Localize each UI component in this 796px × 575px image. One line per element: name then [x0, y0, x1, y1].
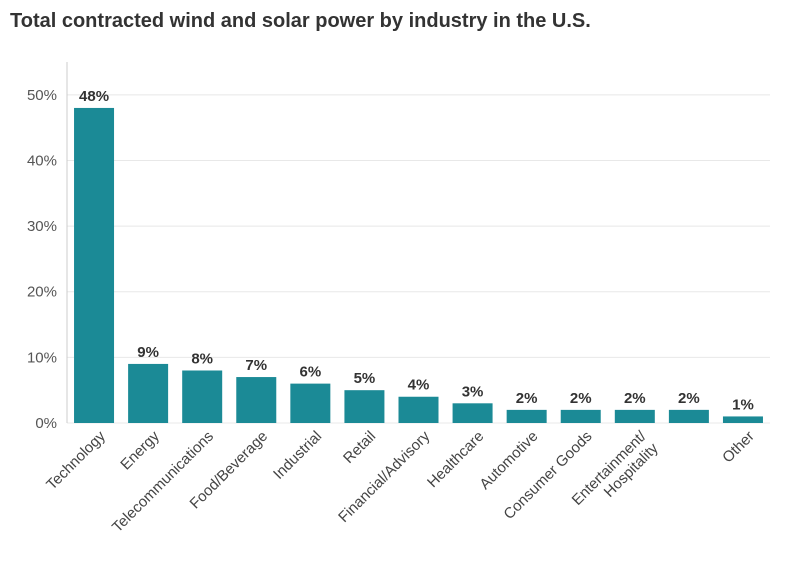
- bars: [74, 107, 763, 423]
- value-label: 5%: [354, 370, 376, 387]
- x-tick-label: Energy: [117, 427, 163, 473]
- bar: [506, 409, 547, 423]
- value-label: 2%: [624, 390, 646, 407]
- y-tick-label: 30%: [27, 218, 57, 235]
- value-label: 1%: [732, 396, 754, 413]
- value-label: 6%: [300, 364, 322, 381]
- y-tick-label: 20%: [27, 284, 57, 301]
- chart-title: Total contracted wind and solar power by…: [10, 10, 591, 32]
- bar: [614, 409, 655, 423]
- bar: [668, 409, 709, 423]
- bar: [236, 377, 277, 423]
- x-tick-label: Other: [719, 428, 758, 467]
- value-label: 3%: [462, 383, 484, 400]
- value-label: 7%: [245, 357, 267, 374]
- value-label: 8%: [191, 350, 213, 367]
- bar: [344, 390, 385, 423]
- value-label: 4%: [408, 377, 430, 394]
- y-tick-label: 40%: [27, 152, 57, 169]
- value-label: 2%: [678, 390, 700, 407]
- value-labels: 48% 9% 8% 7% 6% 5% 4% 3% 2% 2% 2% 2% 1%: [79, 88, 754, 413]
- bar: [398, 396, 439, 423]
- x-tick-label: Industrial: [270, 428, 325, 483]
- x-tick-label: Financial/Advisory: [335, 427, 433, 525]
- y-tick-label: 50%: [27, 87, 57, 104]
- y-tick-label: 10%: [27, 349, 57, 366]
- bar: [560, 409, 601, 423]
- y-axis: 0% 10% 20% 30% 40% 50%: [27, 62, 68, 432]
- bar: [128, 363, 169, 423]
- value-label: 9%: [137, 344, 159, 361]
- bar: [74, 107, 115, 423]
- gridlines: [67, 94, 770, 424]
- bar: [182, 370, 223, 423]
- bar: [722, 416, 763, 423]
- x-axis: Technology EnergyTelecommunicationsFood/B…: [43, 427, 758, 536]
- y-tick-label: 0%: [35, 415, 57, 432]
- value-label: 48%: [79, 88, 109, 105]
- x-tick-label: Retail: [340, 428, 379, 467]
- x-tick-label: Technology: [43, 427, 109, 493]
- value-label: 2%: [516, 390, 538, 407]
- x-tick-label: Telecommunications: [109, 428, 217, 536]
- value-label: 2%: [570, 390, 592, 407]
- bar: [290, 383, 331, 423]
- bar: [452, 403, 493, 423]
